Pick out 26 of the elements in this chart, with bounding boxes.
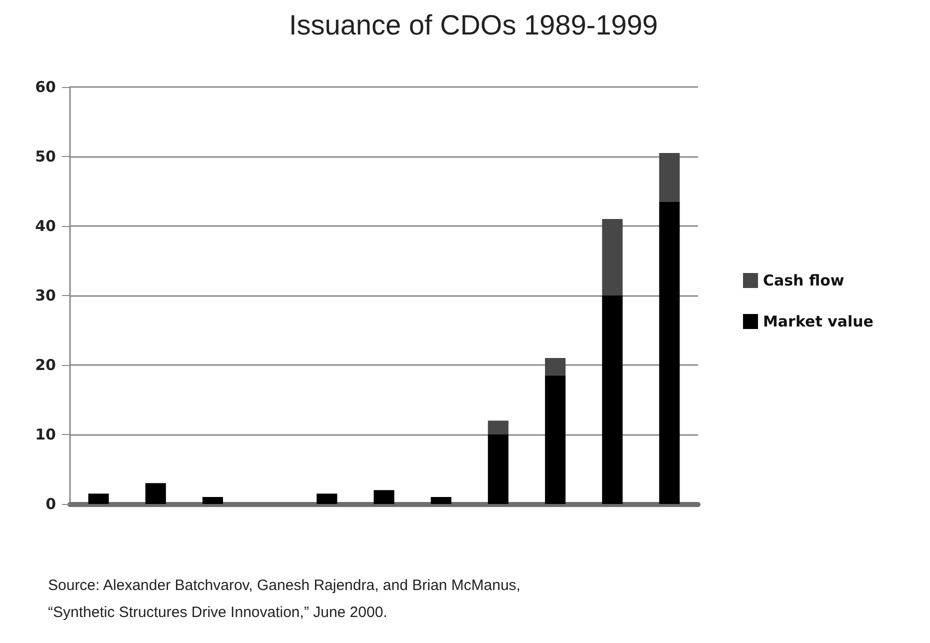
chart-title: Issuance of CDOs 1989-1999 [289,10,658,40]
bar [488,434,508,504]
bar [202,497,224,504]
y-tick-label: 20 [35,356,56,374]
bar [544,375,566,504]
bar [659,202,680,504]
source-note: Source: Alexander Batchvarov, Ganesh Rajendra, and Brian McManus, [48,577,520,594]
bar [488,420,508,434]
y-tick-label: 50 [35,148,56,166]
y-tick-label: 60 [35,78,56,96]
bar [374,490,394,504]
y-tick-label: 40 [35,217,56,235]
text: “Synthetic Structures Drive Innovation,” June 2000. [48,604,388,621]
bar [145,483,166,504]
bar [659,153,680,202]
bar [544,358,566,376]
bar [602,219,623,296]
bar [602,296,623,504]
y-tick-label: 10 [35,426,56,444]
bar [430,497,452,504]
legend-label: Cash flow [763,272,844,290]
y-tick-label: 30 [35,286,56,304]
legend-label: Market value [763,312,874,330]
y-tick-label: 0 [46,495,56,513]
bar [88,494,109,504]
bar [316,494,338,504]
